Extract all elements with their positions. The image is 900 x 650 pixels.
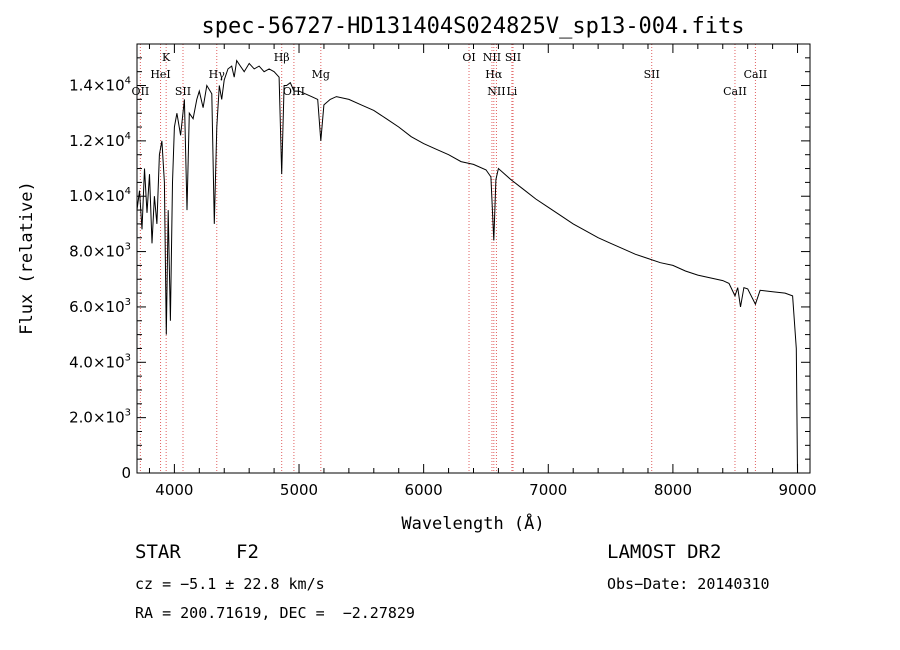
x-tick-label: 5000	[280, 481, 318, 499]
x-tick-label: 6000	[405, 481, 443, 499]
line-label-0: K	[162, 51, 171, 64]
y-tick-label: 4.0×103	[69, 352, 131, 371]
object-class: STAR	[135, 541, 181, 563]
object-subclass: F2	[236, 541, 259, 563]
y-axis-label: Flux (relative)	[17, 181, 37, 335]
x-tick-label: 8000	[654, 481, 692, 499]
line-label-3: SII	[175, 85, 191, 98]
observation-date: Obs−Date: 20140310	[607, 575, 770, 593]
x-tick-label: 7000	[529, 481, 567, 499]
y-tick-label: 2.0×103	[69, 408, 131, 427]
line-label-7: Mg	[312, 68, 330, 81]
line-label-8: OI	[462, 51, 475, 64]
plot-frame	[136, 43, 811, 474]
line-label-15: CaII	[744, 68, 768, 81]
line-label-10: Hα	[485, 68, 503, 81]
y-tick-label: 0	[121, 464, 131, 482]
line-label-9: NII	[483, 51, 501, 64]
chart-title: spec-56727-HD131404S024825V_sp13-004.fit…	[201, 14, 744, 39]
x-axis-label: Wavelength (Å)	[401, 512, 544, 534]
x-tick-label: 9000	[778, 481, 816, 499]
line-label-2: OII	[132, 85, 150, 98]
line-label-16: CaII	[723, 85, 747, 98]
y-tick-label: 1.2×104	[69, 131, 131, 150]
line-label-13: Li	[506, 85, 517, 98]
spectral-line-markers	[139, 44, 756, 473]
line-label-4: Hγ	[209, 68, 226, 81]
x-axis-ticks: 4000 5000 6000 7000 8000 9000	[148, 44, 817, 499]
series-layer	[136, 59, 798, 474]
line-label-5: Hβ	[274, 51, 290, 64]
line-label-1: HeI	[150, 68, 170, 81]
y-tick-label: 8.0×103	[69, 242, 131, 261]
x-tick-label: 4000	[155, 481, 193, 499]
redshift-velocity: cz = −5.1 ± 22.8 km/s	[135, 575, 325, 593]
spectrum-line-0	[136, 59, 798, 474]
survey-name: LAMOST DR2	[607, 541, 722, 563]
y-tick-label: 6.0×103	[69, 297, 131, 316]
line-label-12: SII	[505, 51, 521, 64]
y-axis-ticks: 0 2.0×103 4.0×103 6.0×103 8.0×103 1.0×104 1.2×…	[69, 57, 810, 482]
line-label-14: SII	[644, 68, 660, 81]
y-tick-label: 1.0×104	[69, 186, 131, 205]
y-tick-label: 1.4×104	[69, 76, 131, 95]
line-label-11: NII	[487, 85, 505, 98]
sky-coordinates: RA = 200.71619, DEC = −2.27829	[135, 604, 415, 622]
